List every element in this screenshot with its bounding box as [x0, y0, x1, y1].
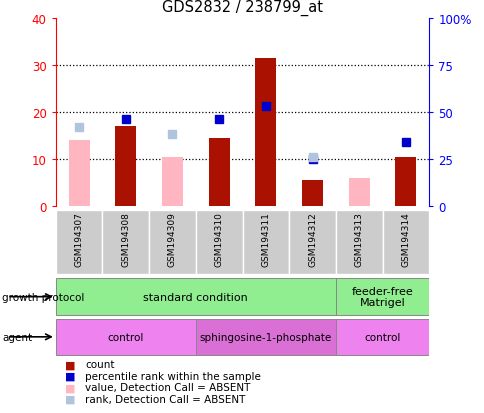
- Bar: [115, 127, 136, 206]
- Bar: [162, 157, 182, 206]
- Text: control: control: [107, 332, 144, 342]
- Bar: [196, 211, 242, 275]
- Bar: [68, 141, 90, 206]
- Text: growth protocol: growth protocol: [2, 292, 85, 302]
- Bar: [208, 138, 229, 206]
- Text: GSM194308: GSM194308: [121, 212, 130, 267]
- Bar: [56, 211, 102, 275]
- Bar: [149, 211, 196, 275]
- Text: control: control: [363, 332, 400, 342]
- Bar: [255, 59, 276, 206]
- Text: count: count: [85, 359, 114, 369]
- Text: sphingosine-1-phosphate: sphingosine-1-phosphate: [199, 332, 331, 342]
- Text: ■: ■: [65, 394, 76, 404]
- Text: ■: ■: [65, 371, 76, 381]
- Bar: [302, 180, 322, 206]
- Bar: [56, 319, 196, 355]
- Text: GSM194309: GSM194309: [167, 212, 177, 267]
- Bar: [242, 211, 288, 275]
- Text: GSM194307: GSM194307: [75, 212, 83, 267]
- Text: agent: agent: [2, 332, 32, 342]
- Bar: [348, 178, 369, 206]
- Text: GSM194313: GSM194313: [354, 212, 363, 267]
- Text: value, Detection Call = ABSENT: value, Detection Call = ABSENT: [85, 382, 250, 392]
- Bar: [335, 319, 428, 355]
- Bar: [335, 279, 428, 315]
- Text: ■: ■: [65, 382, 76, 392]
- Bar: [102, 211, 149, 275]
- Text: GSM194312: GSM194312: [307, 212, 317, 267]
- Bar: [288, 211, 335, 275]
- Text: percentile rank within the sample: percentile rank within the sample: [85, 371, 260, 381]
- Text: GSM194310: GSM194310: [214, 212, 223, 267]
- Text: feeder-free
Matrigel: feeder-free Matrigel: [351, 286, 412, 308]
- Text: rank, Detection Call = ABSENT: rank, Detection Call = ABSENT: [85, 394, 245, 404]
- Bar: [196, 319, 335, 355]
- Text: GSM194314: GSM194314: [401, 212, 409, 267]
- Text: ■: ■: [65, 359, 76, 369]
- Bar: [335, 211, 382, 275]
- Bar: [56, 279, 335, 315]
- Text: GSM194311: GSM194311: [261, 212, 270, 267]
- Bar: [394, 157, 416, 206]
- Bar: [382, 211, 428, 275]
- Title: GDS2832 / 238799_at: GDS2832 / 238799_at: [162, 0, 322, 16]
- Text: standard condition: standard condition: [143, 292, 248, 302]
